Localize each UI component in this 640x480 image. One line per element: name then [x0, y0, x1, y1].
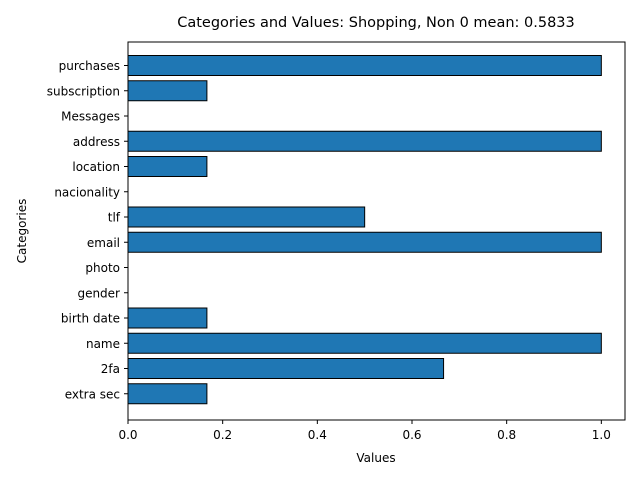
- x-tick-label: 0.8: [497, 428, 516, 442]
- y-tick-label: photo: [85, 261, 120, 275]
- x-tick-label: 1.0: [592, 428, 611, 442]
- bar-purchases: [127, 55, 602, 76]
- chart-title: Categories and Values: Shopping, Non 0 m…: [177, 15, 575, 31]
- x-axis-ticks: 0.0 0.2 0.4 0.6 0.8 1.0: [118, 420, 611, 442]
- bar-extra-sec: [127, 383, 208, 405]
- y-tick-label: subscription: [47, 84, 120, 98]
- y-tick-label: birth date: [61, 312, 120, 326]
- y-tick-label: gender: [77, 286, 120, 300]
- bar-email: [127, 231, 602, 253]
- x-tick-label: 0.6: [402, 428, 421, 442]
- y-tick-label: address: [73, 135, 120, 149]
- bar-birth-date: [127, 307, 208, 329]
- x-tick-label: 0.0: [118, 428, 137, 442]
- y-tick-label: extra sec: [65, 387, 120, 401]
- y-tick-label: nacionality: [54, 185, 120, 199]
- y-axis-label: Categories: [15, 199, 29, 264]
- y-tick-label: location: [72, 160, 120, 174]
- bar-name: [127, 332, 602, 354]
- y-tick-label: purchases: [59, 59, 120, 73]
- bar-location: [127, 156, 208, 177]
- x-tick-label: 0.2: [213, 428, 232, 442]
- plot-frame: [127, 41, 626, 421]
- bar-address: [127, 130, 602, 152]
- y-axis-ticks: purchases subscription Messages address loca…: [47, 59, 128, 401]
- y-tick-label: 2fa: [101, 362, 120, 376]
- bar-subscription: [127, 80, 208, 102]
- y-tick-label: Messages: [61, 110, 120, 124]
- y-tick-label: tlf: [108, 211, 121, 225]
- bars-group: [127, 55, 602, 405]
- y-tick-label: email: [87, 236, 120, 250]
- x-axis-label: Values: [356, 451, 395, 465]
- y-tick-label: name: [86, 337, 120, 351]
- bar-tlf: [127, 206, 366, 228]
- x-tick-label: 0.4: [308, 428, 327, 442]
- bar-2fa: [127, 358, 445, 379]
